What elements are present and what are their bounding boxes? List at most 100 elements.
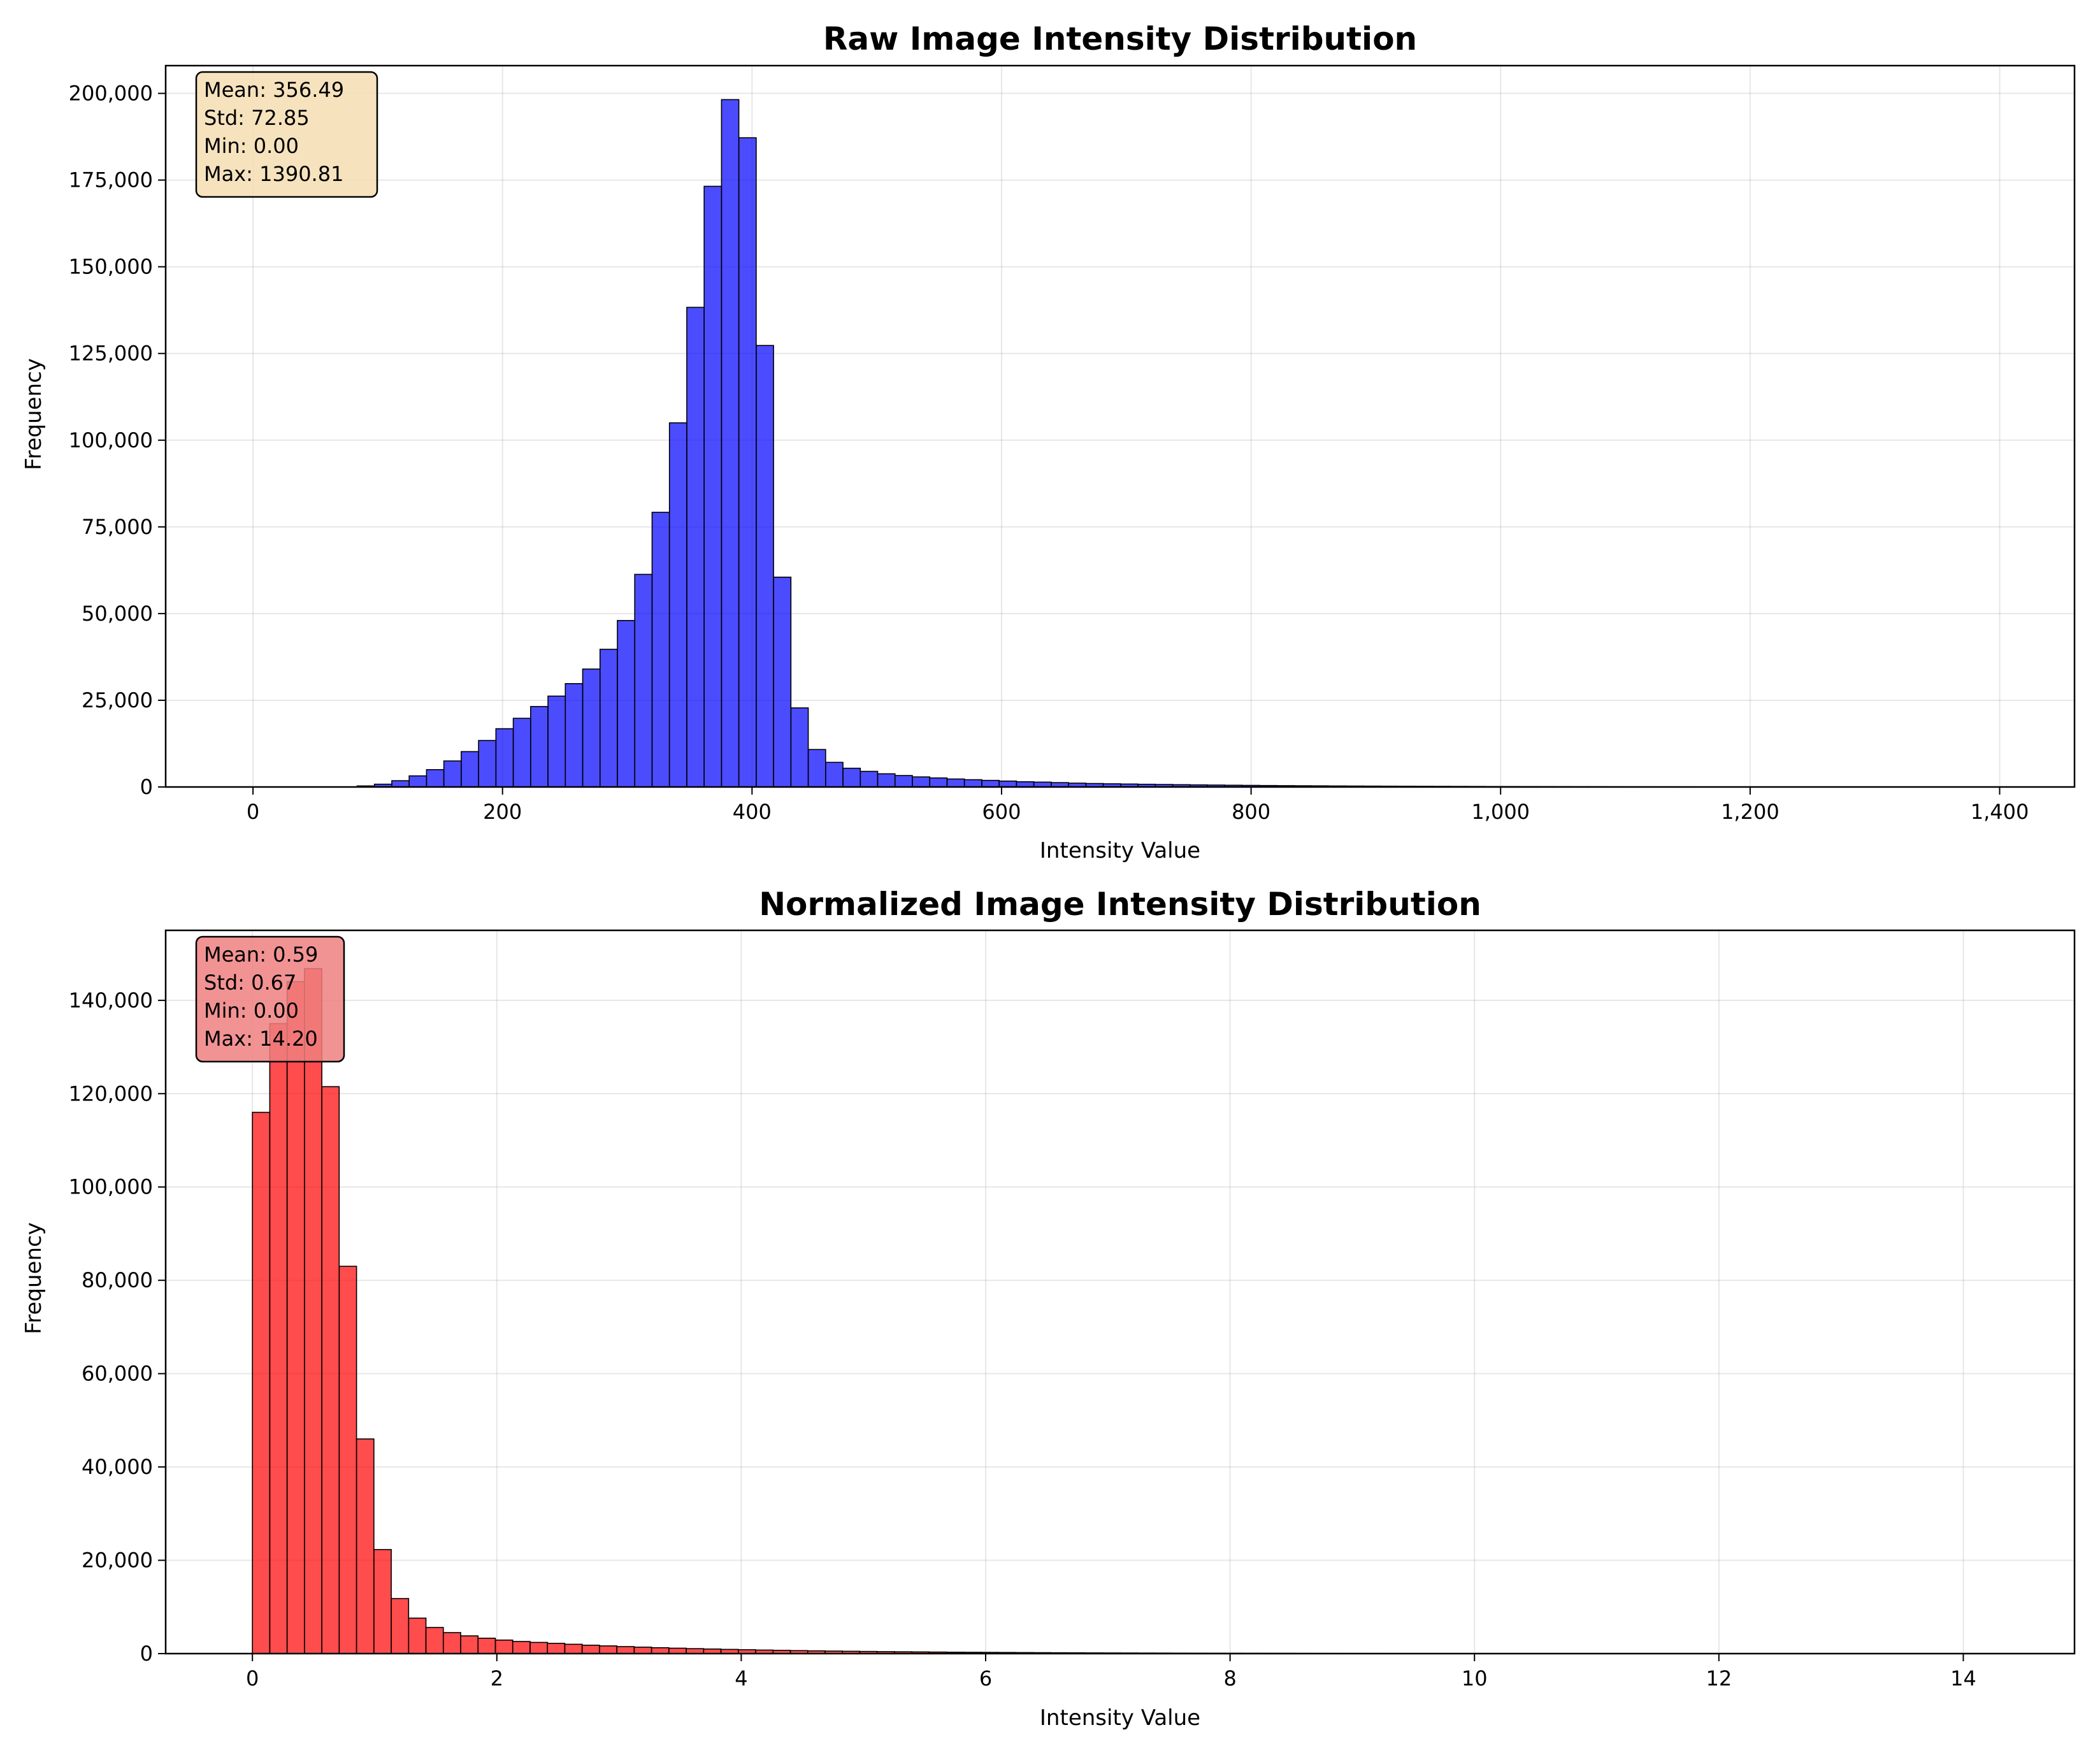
raw-histogram-bar (634, 574, 653, 788)
raw-histogram-bar (963, 779, 982, 788)
raw-histogram-bar (582, 668, 601, 788)
raw-histogram-bar (686, 307, 705, 788)
normalized-chart-title: Normalized Image Intensity Distribution (759, 886, 1481, 923)
normalized-histogram-bar (529, 1641, 548, 1654)
raw-histogram-bar (912, 776, 931, 788)
normalized-x-tick-label: 14 (1950, 1666, 1976, 1691)
raw-histogram-bar (790, 707, 809, 788)
normalized-grid (166, 930, 2075, 1654)
normalized-stats-box: Mean: 0.59 Std: 0.67 Min: 0.00 Max: 14.2… (195, 935, 345, 1063)
raw-y-tick-label: 75,000 (82, 515, 153, 539)
raw-x-tick-label: 1,200 (1721, 800, 1780, 824)
normalized-histogram-bar (547, 1643, 566, 1654)
raw-stats-max: Max: 1390.81 (204, 162, 343, 186)
raw-grid (166, 66, 2075, 788)
raw-histogram-bar (391, 780, 410, 788)
normalized-histogram-bar (564, 1643, 583, 1654)
raw-histogram-bar (408, 775, 428, 788)
raw-histogram-bar (859, 770, 879, 788)
normalized-histogram-bar (460, 1635, 479, 1654)
raw-plot-frame (164, 64, 2076, 788)
raw-histogram-bar (721, 99, 740, 788)
normalized-x-ticks: 0 2 4 6 8 10 12 14 (246, 1654, 1976, 1691)
raw-y-tick-label: 25,000 (82, 688, 153, 712)
normalized-x-axis-label: Intensity Value (1040, 1705, 1200, 1731)
raw-histogram-bar (668, 422, 687, 788)
normalized-x-tick-label: 8 (1223, 1666, 1236, 1691)
raw-histogram-bar (825, 761, 844, 788)
normalized-histogram-bar (408, 1617, 427, 1654)
raw-x-axis-label: Intensity Value (1040, 838, 1200, 863)
normalized-histogram-bar (338, 1266, 357, 1654)
raw-histogram-bar (703, 185, 723, 788)
raw-stats-box: Mean: 356.49 Std: 72.85 Min: 0.00 Max: 1… (195, 71, 378, 198)
normalized-histogram-bar (391, 1598, 410, 1654)
normalized-plot-frame (164, 929, 2076, 1655)
raw-histogram-bar (426, 768, 445, 788)
raw-histogram-bar (547, 695, 566, 788)
raw-x-tick-label: 600 (982, 800, 1021, 824)
raw-y-ticks: 0 25,000 50,000 75,000 100,000 125,000 150,000… (69, 82, 166, 799)
normalized-histogram-bar (286, 981, 305, 1654)
raw-histogram-bar (756, 345, 774, 788)
raw-histogram-bar (738, 137, 757, 788)
raw-histogram-bar (998, 780, 1018, 788)
normalized-histogram-bar (616, 1646, 635, 1654)
raw-x-ticks: 0 200 400 600 800 1,000 1,200 1,400 (247, 787, 2029, 824)
raw-histogram-bar (461, 751, 479, 788)
raw-y-tick-label: 200,000 (69, 82, 153, 106)
normalized-x-tick-label: 10 (1462, 1666, 1488, 1691)
raw-histogram-bar (512, 718, 531, 788)
normalized-x-tick-label: 12 (1706, 1666, 1732, 1691)
raw-y-tick-label: 175,000 (69, 168, 153, 192)
normalized-histogram-bar (269, 1023, 288, 1654)
raw-x-tick-label: 1,000 (1471, 800, 1530, 824)
raw-stats-min: Min: 0.00 (204, 134, 299, 158)
normalized-histogram-bar (512, 1641, 531, 1654)
raw-stats-box-bg (195, 71, 378, 198)
normalized-histogram-bar (442, 1632, 461, 1654)
normalized-stats-min: Min: 0.00 (204, 999, 299, 1023)
normalized-y-tick-label: 20,000 (82, 1548, 153, 1573)
raw-x-tick-label: 200 (483, 800, 522, 824)
normalized-y-tick-label: 40,000 (82, 1455, 153, 1479)
raw-x-tick-label: 800 (1232, 800, 1270, 824)
normalized-stats-mean: Mean: 0.59 (204, 942, 318, 967)
raw-histogram-bar (981, 779, 1000, 788)
raw-histogram-bar (478, 740, 497, 788)
normalized-y-tick-label: 80,000 (82, 1268, 153, 1292)
raw-histogram-bar (894, 775, 913, 788)
normalized-y-axis-label: Frequency (21, 1222, 47, 1334)
normalized-histogram-bar (581, 1645, 600, 1654)
raw-y-tick-label: 150,000 (69, 255, 153, 279)
raw-histogram-bar (530, 705, 549, 788)
raw-histogram-bar (842, 767, 861, 788)
raw-histogram-bar (565, 683, 584, 788)
raw-y-tick-label: 100,000 (69, 428, 153, 452)
normalized-histogram-bar (633, 1647, 652, 1654)
normalized-histogram-panel: Normalized Image Intensity Distribution … (21, 886, 2076, 1731)
normalized-histogram-bar (373, 1548, 392, 1654)
raw-y-axis-label: Frequency (21, 358, 47, 470)
normalized-bars (252, 968, 1989, 1654)
raw-histogram-bar (599, 649, 618, 788)
normalized-histogram-bar (477, 1638, 496, 1654)
normalized-histogram-bar (599, 1645, 617, 1654)
normalized-histogram-bar (321, 1086, 340, 1654)
raw-histogram-bar (651, 512, 670, 788)
raw-histogram-bar (773, 576, 792, 788)
raw-histogram-bar (929, 777, 948, 788)
raw-stats-mean: Mean: 356.49 (204, 78, 344, 102)
raw-histogram-bar (946, 778, 965, 788)
raw-stats-std: Std: 72.85 (204, 106, 310, 130)
normalized-histogram-bar (651, 1647, 670, 1654)
normalized-histogram-bar (304, 968, 322, 1654)
normalized-y-tick-label: 0 (140, 1641, 153, 1666)
normalized-x-tick-label: 0 (246, 1666, 259, 1691)
normalized-histogram-bar (494, 1639, 514, 1654)
normalized-stats-max: Max: 14.20 (204, 1027, 318, 1051)
normalized-histogram-bar (425, 1627, 444, 1654)
normalized-x-tick-label: 2 (491, 1666, 503, 1691)
normalized-x-tick-label: 4 (735, 1666, 747, 1691)
raw-histogram-bar (807, 749, 826, 788)
